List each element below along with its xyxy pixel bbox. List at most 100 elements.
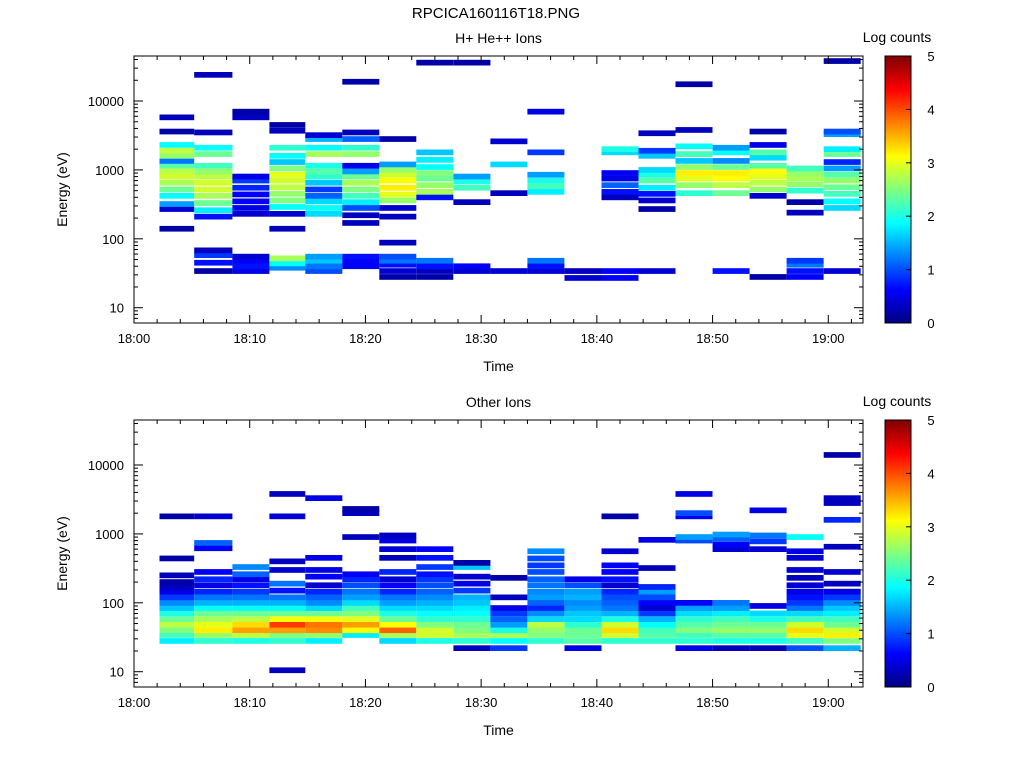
heatmap-cell <box>786 582 824 589</box>
colorbar-segment <box>885 556 911 560</box>
heatmap-cell <box>527 189 565 195</box>
colorbar-segment <box>885 232 911 236</box>
heatmap-cell <box>490 268 528 274</box>
heatmap-cell <box>527 610 565 617</box>
colorbar-segment <box>885 85 911 89</box>
heatmap-cell <box>269 255 306 262</box>
heatmap-cell <box>416 571 454 578</box>
heatmap-cell <box>342 173 380 180</box>
heatmap-cell <box>638 621 676 628</box>
colorbar-segment <box>885 590 911 594</box>
heatmap-cell <box>269 153 306 159</box>
colorbar-segment <box>885 74 911 78</box>
colorbar-segment <box>885 216 911 220</box>
colorbar-segment <box>885 82 911 86</box>
heatmap-cell <box>159 147 195 154</box>
heatmap-cell <box>232 114 270 121</box>
colorbar-segment <box>885 122 911 126</box>
colorbar-segment <box>885 312 911 316</box>
heatmap-cell <box>379 638 417 644</box>
colorbar-label: Log counts <box>863 393 932 409</box>
heatmap-cell <box>786 575 824 581</box>
heatmap-cell <box>638 537 676 543</box>
heatmap-cell <box>416 268 454 274</box>
heatmap-cell <box>823 517 861 523</box>
colorbar-segment <box>885 237 911 241</box>
heatmap-cell <box>269 587 306 594</box>
heatmap-cell <box>305 253 343 260</box>
colorbar-segment <box>885 497 911 501</box>
heatmap-cell <box>823 128 861 135</box>
heatmap-cell <box>269 197 306 204</box>
heatmap-cell <box>527 555 565 562</box>
colorbar-segment <box>885 208 911 212</box>
colorbar-segment <box>885 633 911 637</box>
colorbar-segment <box>885 532 911 536</box>
heatmap-cell <box>601 582 639 589</box>
colorbar-segment <box>885 170 911 174</box>
colorbar-segment <box>885 508 911 512</box>
colorbar-segment <box>885 178 911 182</box>
heatmap-cell <box>342 576 380 583</box>
heatmap-cell <box>269 621 306 628</box>
heatmap-cell <box>232 173 270 180</box>
heatmap-cell <box>416 274 454 280</box>
heatmap-cell <box>490 616 528 622</box>
heatmap-cell <box>159 162 195 169</box>
heatmap-cell <box>159 142 195 148</box>
heatmap-cell <box>379 257 417 264</box>
heatmap-cell <box>712 182 750 188</box>
heatmap-cell <box>786 199 824 205</box>
colorbar-frame <box>884 419 912 688</box>
x-tick-label: 18:30 <box>465 695 498 710</box>
heatmap-cell <box>194 200 233 206</box>
colorbar-segment <box>885 288 911 292</box>
heatmap-cell <box>232 198 270 205</box>
colorbar-tick-label: 2 <box>927 209 934 224</box>
heatmap-cell <box>786 610 824 617</box>
heatmap-cell <box>490 627 528 634</box>
heatmap-cell <box>305 605 343 611</box>
heatmap-cell <box>269 594 306 601</box>
heatmap-cell <box>379 555 417 561</box>
panel-h-he-ions: 18:00 18:10 18:20 18:30 18:40 18:50 19:0010100… <box>54 29 935 374</box>
heatmap-cell <box>269 605 306 611</box>
heatmap-cell <box>305 638 343 644</box>
heatmap-cell <box>342 506 380 512</box>
heatmap-cell <box>159 638 195 644</box>
colorbar-segment <box>885 665 911 669</box>
colorbar-segment <box>885 596 911 600</box>
heatmap-cell <box>564 582 602 589</box>
colorbar-segment <box>885 130 911 134</box>
heatmap-cell <box>638 206 676 212</box>
heatmap-cell <box>749 546 787 552</box>
heatmap-cell <box>159 632 195 638</box>
heatmap-cell <box>453 564 491 570</box>
heatmap-cell <box>379 627 417 634</box>
heatmap-cell <box>638 184 676 191</box>
heatmap-cell <box>453 199 491 205</box>
heatmap-cell <box>342 257 380 264</box>
heatmap-cell <box>232 263 270 270</box>
heatmap-cell <box>269 225 306 232</box>
colorbar-segment <box>885 298 911 303</box>
heatmap-cell <box>601 562 639 569</box>
heatmap-cell <box>638 147 676 154</box>
colorbar-segment <box>885 226 911 230</box>
colorbar-segment <box>885 277 911 281</box>
heatmap-cell <box>269 638 306 644</box>
heatmap-cell <box>269 610 306 617</box>
heatmap-cell <box>638 268 676 274</box>
colorbar-segment <box>885 272 911 276</box>
colorbar-segment <box>885 500 911 504</box>
heatmap-cell <box>823 191 861 197</box>
y-tick-label: 10000 <box>88 458 124 473</box>
colorbar-segment <box>885 620 911 624</box>
colorbar-segment <box>885 240 911 244</box>
colorbar-segment <box>885 534 911 538</box>
colorbar-segment <box>885 460 911 464</box>
colorbar-segment <box>885 213 911 217</box>
heatmap-cell <box>159 206 195 212</box>
heatmap-cell <box>638 588 676 595</box>
heatmap-cell <box>194 621 233 628</box>
